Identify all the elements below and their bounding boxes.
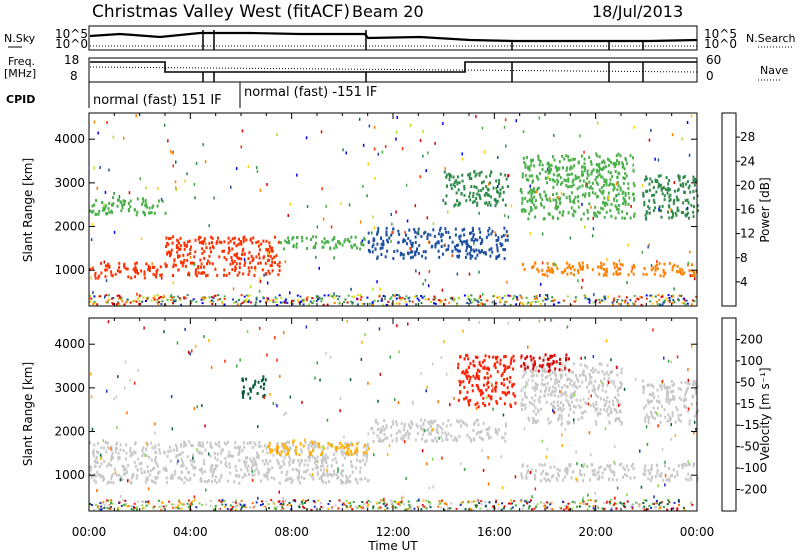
beam-label: Beam 20 xyxy=(352,2,424,21)
cpid-panel: normal (fast) 151 IF normal (fast) -151 … xyxy=(88,82,377,108)
velocity-colorbar-label: Velocity [m s⁻¹] xyxy=(758,367,772,460)
power-ylabel: Slant Range [km] xyxy=(21,158,35,262)
cpid-label: CPID xyxy=(6,93,35,106)
y-tick-label: 1000 xyxy=(54,263,85,277)
colorbar-tick-label: -100 xyxy=(740,461,767,475)
echo-band xyxy=(241,375,267,400)
freq-tick-high: 18 xyxy=(64,53,79,67)
y-tick-label: 3000 xyxy=(54,381,85,395)
freq-tick-low: 8 xyxy=(70,69,78,83)
echo-band xyxy=(641,379,699,426)
echo-band xyxy=(520,353,571,373)
x-tick-label: 12:00 xyxy=(376,525,411,539)
nave-tick-low: 0 xyxy=(706,69,714,83)
y-tick-label: 4000 xyxy=(54,337,85,351)
x-tick-label: 16:00 xyxy=(477,525,512,539)
velocity-ylabel: Slant Range [km] xyxy=(21,362,35,466)
echo-band xyxy=(520,361,623,426)
freq-trace xyxy=(90,61,697,73)
cpid-mode-1: normal (fast) 151 IF xyxy=(93,93,222,108)
nsky-tick-high: 10^5 xyxy=(55,27,88,41)
velocity-xticks: 00:00 04:00 08:00 12:00 16:00 20:00 00:00 xyxy=(72,318,715,539)
station-title: Christmas Valley West (fitACF) xyxy=(92,2,350,22)
echo-band xyxy=(165,235,281,278)
y-tick-label: 2000 xyxy=(54,220,85,234)
colorbar-tick-label: 4 xyxy=(740,275,748,289)
echo-band xyxy=(370,418,507,443)
nave-tick-high: 60 xyxy=(706,53,721,67)
y-tick-label: 2000 xyxy=(54,425,85,439)
near-range-echoes xyxy=(89,499,694,511)
nsearch-tick-high: 10^5 xyxy=(704,27,737,41)
scatter-noise xyxy=(90,318,697,504)
nave-label: Nave xyxy=(760,64,788,77)
power-xticks xyxy=(88,113,698,306)
power-colorbar-label: Power [dB] xyxy=(758,177,772,242)
nsky-label: N.Sky xyxy=(4,32,36,45)
freq-label: Freq. xyxy=(8,55,35,68)
y-tick-label: 1000 xyxy=(54,468,85,482)
echo-band xyxy=(443,170,509,208)
echo-band xyxy=(642,174,699,221)
date-label: 18/Jul/2013 xyxy=(592,2,683,21)
velocity-echoes xyxy=(89,318,699,511)
echo-band xyxy=(89,440,370,485)
freq-panel xyxy=(88,57,698,83)
power-yticks: 4000 3000 2000 1000 xyxy=(54,132,697,277)
colorbar-tick-label: 200 xyxy=(740,332,763,346)
colorbar-tick-label: -15 xyxy=(740,418,760,432)
echo-band xyxy=(279,235,366,251)
colorbar-tick-label: 15 xyxy=(740,397,755,411)
colorbar-tick-label: 50 xyxy=(740,375,755,389)
echo-band xyxy=(457,353,517,409)
echo-band xyxy=(522,261,636,278)
velocity-colorbar: 200 100 50 15 -15 -50 -100 -200 xyxy=(721,317,767,512)
power-frame xyxy=(88,112,698,307)
near-range-echoes xyxy=(89,294,698,306)
power-colorbar: 28 24 20 16 12 8 4 xyxy=(721,112,755,307)
echo-band xyxy=(642,462,699,483)
x-tick-label: 00:00 xyxy=(680,525,715,539)
y-tick-label: 3000 xyxy=(54,176,85,190)
echo-band xyxy=(89,261,167,280)
colorbar-tick-label: 24 xyxy=(740,154,755,168)
colorbar-tick-label: 12 xyxy=(740,227,755,241)
echo-band xyxy=(267,440,370,457)
echo-band xyxy=(367,226,509,261)
velocity-panel: 4000 3000 2000 1000 00:00 04:00 08:00 12:00 16:… xyxy=(54,317,715,539)
nsky-tick-low: 10^0 xyxy=(55,37,88,51)
echo-band xyxy=(89,196,167,217)
freq-unit: [MHz] xyxy=(4,67,36,80)
nsearch-tick-low: 10^0 xyxy=(704,37,737,51)
colorbar-tick-label: 28 xyxy=(740,130,755,144)
x-axis-label: Time UT xyxy=(367,539,418,553)
cpid-mode-2: normal (fast) -151 IF xyxy=(244,85,377,100)
velocity-frame xyxy=(88,317,698,512)
echo-band xyxy=(520,462,636,483)
nsky-panel xyxy=(88,25,698,51)
colorbar-tick-label: -50 xyxy=(740,440,760,454)
power-echoes xyxy=(89,114,699,306)
echo-band xyxy=(519,152,636,221)
power-panel: 4000 3000 2000 1000 xyxy=(54,112,699,307)
nsearch-label: N.Search xyxy=(746,32,796,45)
x-tick-label: 00:00 xyxy=(72,525,107,539)
nsky-trace xyxy=(89,31,698,43)
x-tick-label: 08:00 xyxy=(274,525,309,539)
x-tick-label: 04:00 xyxy=(173,525,208,539)
colorbar-tick-label: 16 xyxy=(740,203,755,217)
colorbar-tick-label: 100 xyxy=(740,354,763,368)
nave-trace xyxy=(89,66,698,73)
colorbar-tick-label: 8 xyxy=(740,251,748,265)
x-tick-label: 20:00 xyxy=(578,525,613,539)
scatter-noise xyxy=(90,114,696,299)
colorbar-tick-label: -200 xyxy=(740,483,767,497)
y-tick-label: 4000 xyxy=(54,132,85,146)
velocity-yticks: 4000 3000 2000 1000 xyxy=(54,337,697,482)
colorbar-tick-label: 20 xyxy=(740,178,755,192)
